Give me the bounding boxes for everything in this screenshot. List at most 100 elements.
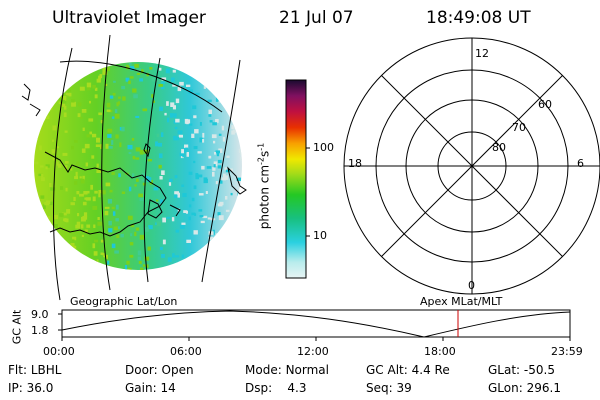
uv-speckle bbox=[218, 133, 222, 136]
uv-speckle bbox=[141, 178, 146, 182]
uv-speckle bbox=[35, 136, 39, 140]
uv-speckle bbox=[81, 148, 86, 153]
uv-speckle bbox=[94, 94, 98, 99]
uv-speckle bbox=[96, 163, 99, 168]
uv-speckle bbox=[198, 193, 204, 196]
uv-speckle bbox=[134, 63, 139, 68]
uv-speckle bbox=[73, 140, 78, 143]
uv-speckle bbox=[94, 87, 98, 91]
uv-speckle bbox=[174, 126, 178, 130]
uv-speckle bbox=[100, 120, 103, 124]
uv-speckle bbox=[130, 66, 135, 71]
uv-speckle bbox=[105, 254, 108, 259]
uv-speckle bbox=[49, 183, 52, 187]
uv-speckle bbox=[38, 96, 43, 101]
uv-speckle bbox=[116, 234, 120, 238]
mlt-label-12: 12 bbox=[475, 47, 489, 60]
colorbar-tick-label-10: 10 bbox=[313, 229, 327, 242]
uv-speckle bbox=[208, 236, 214, 241]
uv-speckle bbox=[161, 77, 167, 81]
uv-speckle bbox=[210, 246, 216, 250]
uv-speckle bbox=[101, 252, 106, 256]
uv-speckle bbox=[234, 210, 237, 215]
uv-speckle bbox=[215, 233, 220, 237]
uv-speckle bbox=[173, 115, 177, 118]
uv-speckle bbox=[64, 130, 68, 133]
uv-speckle bbox=[80, 116, 83, 119]
uv-speckle bbox=[216, 151, 220, 157]
uv-speckle bbox=[92, 243, 96, 249]
uv-speckle bbox=[213, 164, 216, 168]
uv-speckle bbox=[107, 128, 113, 133]
uv-speckle bbox=[172, 84, 177, 87]
uv-speckle bbox=[108, 146, 113, 149]
uv-speckle bbox=[48, 108, 53, 111]
uv-speckle bbox=[174, 137, 180, 141]
uv-speckle bbox=[72, 239, 75, 242]
uv-speckle bbox=[92, 133, 97, 138]
uv-speckle bbox=[77, 213, 80, 217]
image-date: 21 Jul 07 bbox=[279, 8, 354, 28]
uv-speckle bbox=[34, 127, 39, 133]
mlt-label-6: 6 bbox=[577, 157, 584, 170]
uv-speckle bbox=[136, 68, 141, 73]
uv-speckle bbox=[111, 116, 115, 119]
uv-speckle bbox=[195, 92, 200, 95]
uv-speckle bbox=[176, 192, 180, 198]
uv-speckle bbox=[230, 80, 233, 83]
mlt-label-18: 18 bbox=[348, 157, 362, 170]
uv-speckle bbox=[133, 94, 138, 99]
uv-speckle bbox=[100, 239, 104, 243]
uv-speckle bbox=[105, 182, 111, 187]
uv-speckle bbox=[195, 263, 199, 268]
uv-speckle bbox=[70, 72, 76, 75]
uv-speckle bbox=[221, 125, 225, 131]
uv-speckle bbox=[45, 115, 50, 119]
uv-speckle bbox=[83, 212, 88, 217]
uv-speckle bbox=[137, 256, 141, 261]
uv-speckle bbox=[52, 125, 57, 131]
uv-speckle bbox=[82, 175, 85, 181]
uv-speckle bbox=[202, 73, 206, 78]
coastline bbox=[169, 204, 181, 217]
uv-speckle bbox=[208, 114, 212, 117]
uv-speckle bbox=[172, 69, 176, 73]
uv-speckle bbox=[59, 65, 62, 69]
uv-speckle bbox=[193, 185, 197, 190]
uv-speckle bbox=[221, 177, 226, 181]
uv-speckle bbox=[132, 155, 136, 160]
uv-speckle bbox=[42, 204, 46, 210]
uv-speckle bbox=[193, 160, 196, 164]
uv-speckle bbox=[95, 144, 101, 147]
uv-speckle bbox=[166, 216, 171, 219]
uv-speckle bbox=[151, 77, 155, 82]
uv-speckle bbox=[51, 74, 57, 77]
uv-speckle bbox=[202, 138, 205, 143]
uv-speckle bbox=[186, 264, 190, 269]
uv-speckle bbox=[149, 67, 153, 70]
uv-speckle bbox=[212, 122, 217, 126]
uv-speckle bbox=[142, 108, 148, 112]
uv-speckle bbox=[220, 180, 223, 184]
uv-speckle bbox=[42, 88, 47, 91]
uv-speckle bbox=[202, 132, 205, 138]
uv-speckle bbox=[94, 259, 98, 263]
timeline-xtick-label-1: 06:00 bbox=[170, 345, 202, 358]
uv-speckle bbox=[79, 193, 84, 197]
uv-speckle bbox=[61, 212, 67, 216]
uv-speckle bbox=[117, 226, 121, 230]
uv-speckle bbox=[51, 76, 55, 79]
uv-speckle bbox=[212, 167, 216, 171]
info-mode: Mode: Normal bbox=[245, 363, 329, 377]
info-glon: GLon: 296.1 bbox=[488, 381, 561, 395]
uv-speckle bbox=[52, 91, 57, 96]
mlt-label-0: 0 bbox=[468, 279, 475, 292]
uv-speckle bbox=[200, 261, 205, 266]
uv-speckle bbox=[94, 190, 98, 194]
uv-speckle bbox=[65, 92, 68, 96]
uv-speckle bbox=[108, 267, 112, 270]
uv-speckle bbox=[160, 199, 164, 204]
uv-speckle bbox=[64, 218, 67, 222]
uv-speckle bbox=[42, 102, 45, 106]
